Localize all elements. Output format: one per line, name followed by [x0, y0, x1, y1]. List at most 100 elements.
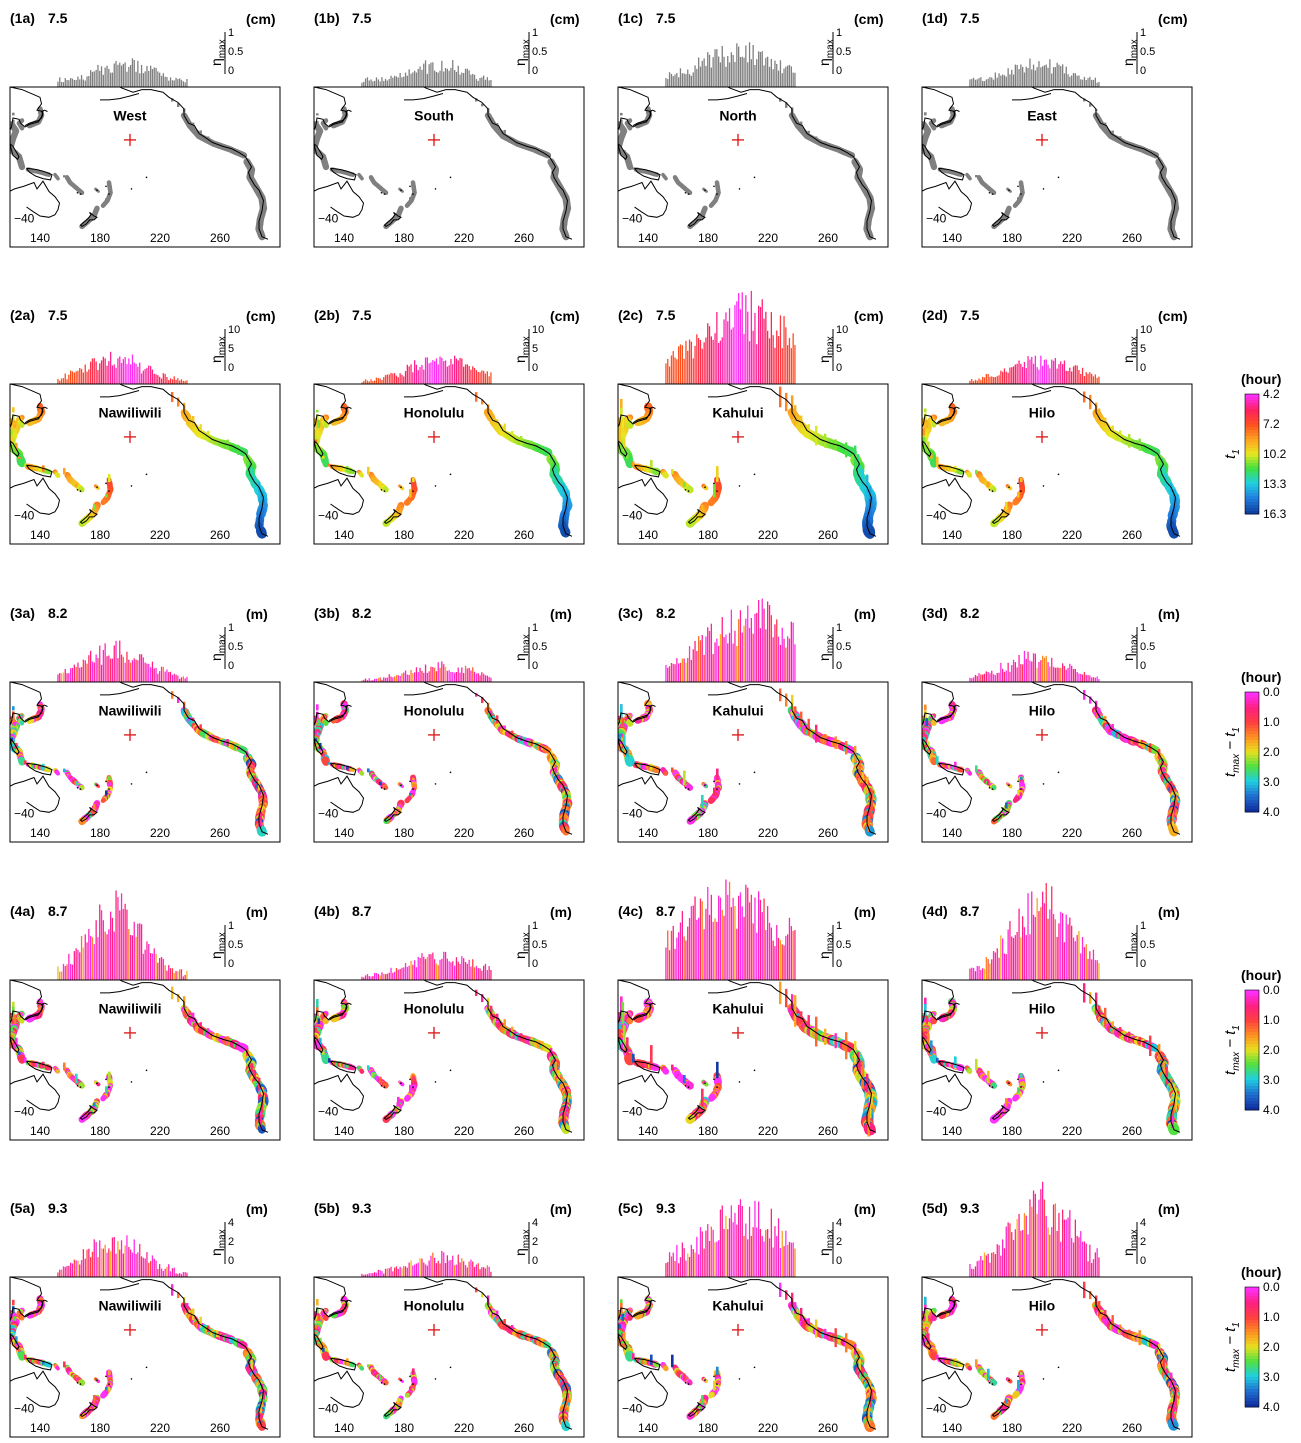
- amplitude-bar: [408, 965, 410, 989]
- coastal-amplitude-bar: [412, 777, 415, 781]
- amplitude-bar: [716, 312, 718, 393]
- amplitude-bar: [1072, 669, 1075, 693]
- colorbar-segment: [1245, 490, 1259, 494]
- coastal-response-band: [19, 125, 25, 131]
- scale-unit: (m): [550, 606, 572, 622]
- coastal-amplitude-bar: [199, 130, 202, 134]
- colorbar-segment: [1245, 484, 1259, 488]
- amplitude-bar: [714, 333, 716, 393]
- amplitude-bar: [90, 361, 92, 394]
- amplitude-bar: [399, 969, 401, 990]
- coastline: [314, 775, 365, 813]
- coastline: [708, 688, 748, 696]
- island-dot: [988, 787, 991, 789]
- coastal-amplitude-bar: [1161, 165, 1164, 169]
- coastal-amplitude-bar: [1119, 731, 1122, 736]
- coastal-amplitude-bar: [15, 442, 18, 452]
- amplitude-bar: [756, 612, 758, 692]
- x-tick-label: 180: [394, 528, 414, 542]
- site-label: Hilo: [1029, 405, 1055, 421]
- amplitude-bar: [133, 921, 135, 989]
- amplitude-bar: [466, 668, 468, 693]
- coastal-amplitude-bar: [930, 453, 933, 459]
- coastal-amplitude-bar: [490, 411, 493, 419]
- x-tick-label: 140: [30, 1124, 50, 1138]
- coastal-amplitude-bar: [1162, 767, 1165, 773]
- eta-scale-tick: 1: [1140, 27, 1146, 39]
- amplitude-bar: [777, 336, 780, 396]
- amplitude-bar: [148, 663, 150, 692]
- coastline: [314, 180, 365, 218]
- map-background: [922, 682, 1192, 842]
- amplitude-bar: [1060, 667, 1062, 692]
- eta-scale-tick: 0.5: [228, 939, 243, 951]
- amplitude-bar: [77, 949, 79, 991]
- coastline: [726, 384, 877, 537]
- colorbar-segment: [1245, 725, 1259, 729]
- coastal-amplitude-bar: [1119, 430, 1122, 441]
- amplitude-bar: [768, 338, 771, 395]
- amplitude-bar: [443, 951, 445, 989]
- island-dot: [1017, 482, 1019, 485]
- colorbar-segment: [1245, 743, 1259, 747]
- coastal-response-band: [624, 755, 635, 767]
- y-tick-label: −40: [926, 807, 947, 821]
- coastal-amplitude-bar: [63, 1062, 66, 1071]
- amplitude-bar: [759, 307, 762, 394]
- amplitude-bar: [115, 640, 117, 691]
- amplitude-bar: [712, 339, 714, 393]
- amplitude-bar: [414, 70, 416, 96]
- amplitude-bar: [115, 367, 117, 393]
- eta-scale-tick: 0.5: [836, 46, 851, 58]
- amplitude-bar: [97, 64, 99, 97]
- coastal-amplitude-bar: [1017, 491, 1020, 498]
- amplitude-bar: [736, 646, 738, 691]
- amplitude-bar: [774, 347, 776, 395]
- amplitude-bar: [110, 911, 112, 989]
- amplitude-bar: [148, 365, 150, 394]
- coastal-amplitude-bar: [867, 815, 870, 833]
- coastal-amplitude-bar: [716, 181, 719, 186]
- eta-scale-tick: 0: [532, 958, 538, 970]
- amplitude-bar: [687, 69, 689, 98]
- amplitude-bar: [685, 662, 687, 693]
- amplitude-bar: [99, 904, 101, 990]
- amplitude-bar: [430, 954, 432, 988]
- amplitude-bar: [79, 667, 81, 693]
- amplitude-bar: [111, 917, 114, 989]
- amplitude-bar: [756, 59, 758, 97]
- eta-subscript: max: [1129, 39, 1140, 58]
- panel-magnitude: 7.5: [656, 307, 676, 323]
- coastal-response-band: [330, 419, 339, 426]
- colorbar-tick-label: 16.3: [1263, 507, 1287, 521]
- amplitude-bar: [679, 68, 682, 99]
- coastal-amplitude-bar: [922, 136, 926, 139]
- amplitude-bar: [1076, 365, 1078, 395]
- amplitude-bar: [772, 69, 774, 98]
- amplitude-bar: [1002, 371, 1004, 394]
- amplitude-bar: [403, 967, 405, 990]
- amplitude-bar: [128, 659, 130, 691]
- x-tick-label: 220: [150, 1124, 170, 1138]
- amplitude-bar: [113, 364, 115, 393]
- coastal-amplitude-bar: [1161, 759, 1164, 765]
- coastline: [936, 406, 960, 424]
- colorbar-segment: [1245, 478, 1259, 482]
- scale-unit: (m): [550, 904, 572, 920]
- amplitude-bar: [783, 68, 785, 99]
- colorbar-segment: [1245, 794, 1259, 798]
- amplitude-bar: [1025, 66, 1027, 96]
- coastal-amplitude-bar: [785, 392, 788, 412]
- amplitude-bar: [430, 362, 432, 393]
- coastline: [618, 87, 652, 132]
- coastal-amplitude-bar: [541, 445, 544, 454]
- amplitude-bar: [108, 68, 110, 96]
- amplitude-bar: [446, 68, 448, 97]
- coastal-amplitude-bar: [24, 463, 27, 467]
- panel-label: (2d): [922, 307, 948, 323]
- amplitude-bar: [71, 964, 74, 992]
